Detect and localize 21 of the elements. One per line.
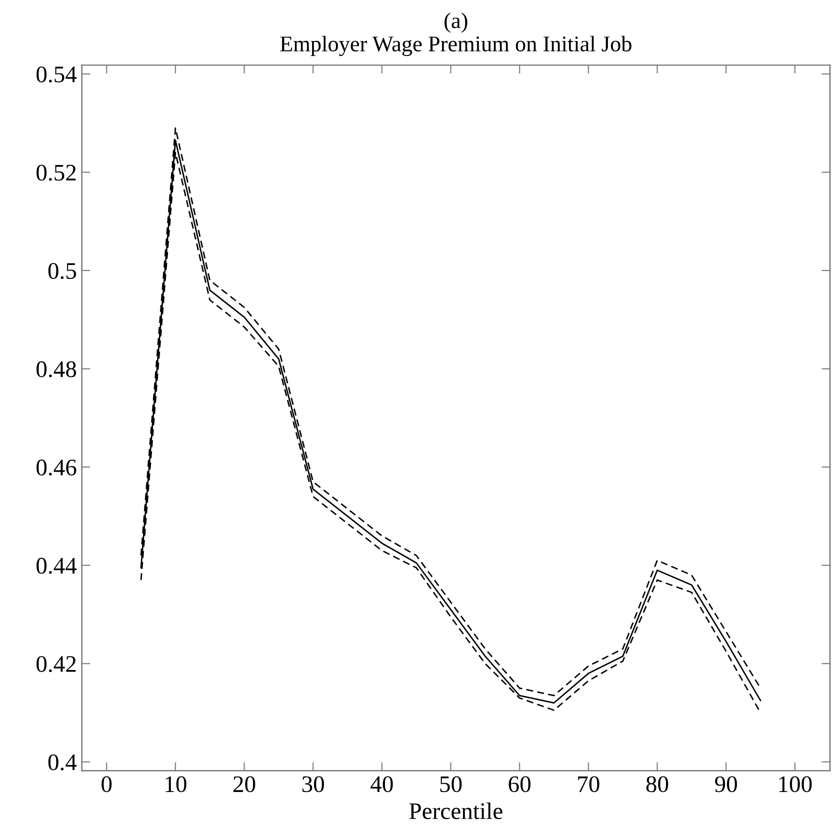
- y-tick-label: 0.5: [48, 263, 76, 280]
- y-tick-label: 0.48: [36, 361, 76, 378]
- x-tick-label: 90: [715, 776, 737, 792]
- y-tick-label: 0.46: [36, 460, 76, 476]
- y-tick-label: 0.42: [36, 656, 76, 672]
- x-tick-label: 100: [779, 776, 812, 792]
- x-tick-label: 20: [233, 776, 256, 792]
- y-tick-label: 0.44: [36, 558, 77, 574]
- x-tick-label: 0: [102, 776, 112, 792]
- x-tick-label: 70: [578, 776, 600, 792]
- y-tick-label: 0.54: [36, 66, 77, 82]
- chart-title: (a) Employer Wage Premium on Initial Job: [280, 12, 632, 56]
- x-axis-title: Percentile: [409, 802, 502, 820]
- y-tick-label: 0.52: [36, 164, 76, 181]
- x-tick-label: 30: [302, 776, 324, 792]
- x-tick-label: 60: [508, 776, 530, 792]
- x-tick-label: 40: [370, 776, 393, 792]
- x-tick-label: 50: [440, 776, 462, 792]
- x-tick-label: 10: [166, 776, 186, 792]
- x-tick-label: 80: [646, 776, 668, 792]
- y-tick-label: 0.4: [48, 754, 77, 770]
